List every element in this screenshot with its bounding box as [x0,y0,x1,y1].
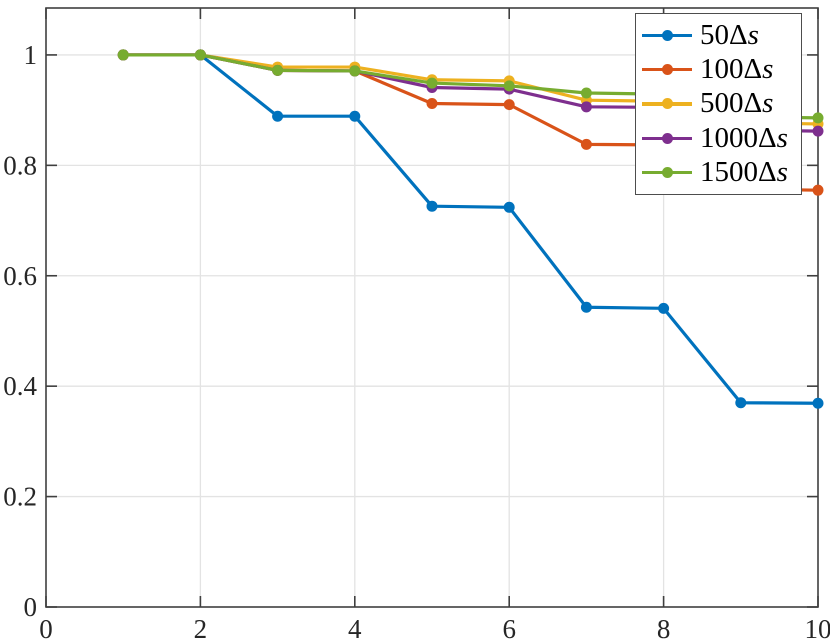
series-marker-1 [812,184,824,196]
x-tick-label: 2 [194,614,208,642]
legend-marker [661,29,673,41]
legend-marker [661,64,673,76]
series-marker-0 [503,201,515,213]
y-tick-label: 0.4 [3,371,37,401]
legend-label: 50Δs [700,18,759,51]
legend-item: 1500Δs [642,158,799,187]
legend: 50Δs 100Δs 500Δs 1000Δs 1500Δs [635,13,802,195]
series-marker-3 [580,101,592,113]
series-marker-4 [580,87,592,99]
series-marker-1 [580,138,592,150]
series-marker-0 [580,301,592,313]
x-tick-label: 0 [39,614,53,642]
x-tick-label: 10 [805,614,830,642]
legend-label: 1000Δs [700,121,788,154]
legend-marker [661,167,673,179]
legend-line-sample [642,167,692,179]
legend-label: 500Δs [700,87,774,120]
y-tick-label: 0.8 [3,150,37,180]
legend-line-sample [642,29,692,41]
series-marker-0 [735,397,747,409]
series-line-0 [121,53,820,405]
x-tick-label: 8 [657,614,671,642]
series-marker-0 [812,397,824,409]
legend-marker [661,98,673,110]
legend-item: 1000Δs [642,121,799,154]
axis-frame [45,7,819,608]
legend-line-sample [642,132,692,144]
legend-label: 100Δs [700,53,774,86]
series-marker-0 [349,110,361,122]
y-tick-label: 0.6 [3,261,37,291]
series-marker-1 [426,98,438,110]
series-marker-4 [426,77,438,89]
series-marker-4 [349,65,361,77]
x-tick-label: 6 [502,614,516,642]
y-tick-label: 0 [24,592,38,622]
series-marker-4 [812,112,824,124]
series-marker-1 [503,99,515,111]
series-marker-0 [272,110,284,122]
legend-label: 1500Δs [700,156,788,189]
legend-item: 500Δs [642,89,799,118]
series-marker-4 [194,49,206,61]
legend-marker [661,132,673,144]
y-tick-label: 0.2 [3,482,37,512]
series-marker-0 [426,200,438,212]
legend-line-sample [642,98,692,110]
series-marker-4 [272,64,284,76]
x-tick-label: 4 [348,614,362,642]
series-marker-4 [503,80,515,92]
series-marker-0 [658,302,670,314]
series-marker-4 [117,49,129,61]
legend-line-sample [642,64,692,76]
legend-item: 50Δs [642,18,799,51]
y-tick-label: 1 [24,40,38,70]
series-marker-3 [812,125,824,137]
legend-item: 100Δs [642,55,799,84]
